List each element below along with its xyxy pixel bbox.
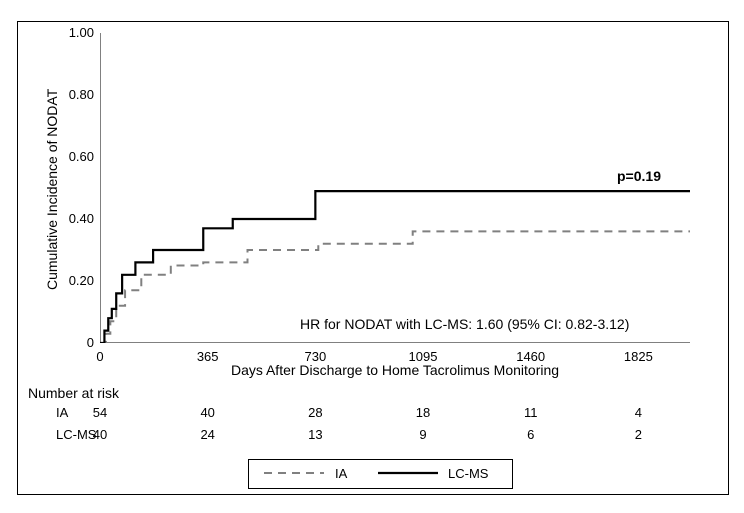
x-axis-label: Days After Discharge to Home Tacrolimus … bbox=[100, 362, 690, 378]
legend-label-lcms: LC-MS bbox=[448, 466, 488, 481]
risk-cell: 24 bbox=[188, 427, 228, 442]
y-tick-label: 0.20 bbox=[60, 273, 94, 288]
risk-cell: 6 bbox=[511, 427, 551, 442]
pvalue-annotation: p=0.19 bbox=[617, 168, 661, 184]
risk-cell: 11 bbox=[511, 405, 551, 420]
figure-frame: 00.200.400.600.801.00 036573010951460182… bbox=[0, 0, 744, 513]
risk-cell: 4 bbox=[618, 405, 658, 420]
risk-cell: 40 bbox=[188, 405, 228, 420]
y-tick-label: 0 bbox=[60, 335, 94, 350]
risk-cell: 54 bbox=[80, 405, 120, 420]
plot-area bbox=[100, 33, 690, 343]
risk-cell: 18 bbox=[403, 405, 443, 420]
y-axis-label: Cumulative Incidence of NODAT bbox=[44, 89, 60, 290]
risk-cell: 2 bbox=[618, 427, 658, 442]
y-tick-label: 0.40 bbox=[60, 211, 94, 226]
risk-cell: 28 bbox=[295, 405, 335, 420]
risk-row-label: IA bbox=[56, 405, 68, 420]
legend-label-ia: IA bbox=[335, 466, 347, 481]
y-tick-label: 0.60 bbox=[60, 149, 94, 164]
y-tick-label: 0.80 bbox=[60, 87, 94, 102]
risk-cell: 9 bbox=[403, 427, 443, 442]
risk-table-title: Number at risk bbox=[28, 385, 119, 401]
risk-cell: 13 bbox=[295, 427, 335, 442]
y-tick-label: 1.00 bbox=[60, 25, 94, 40]
risk-cell: 40 bbox=[80, 427, 120, 442]
hr-annotation: HR for NODAT with LC-MS: 1.60 (95% CI: 0… bbox=[300, 316, 629, 332]
